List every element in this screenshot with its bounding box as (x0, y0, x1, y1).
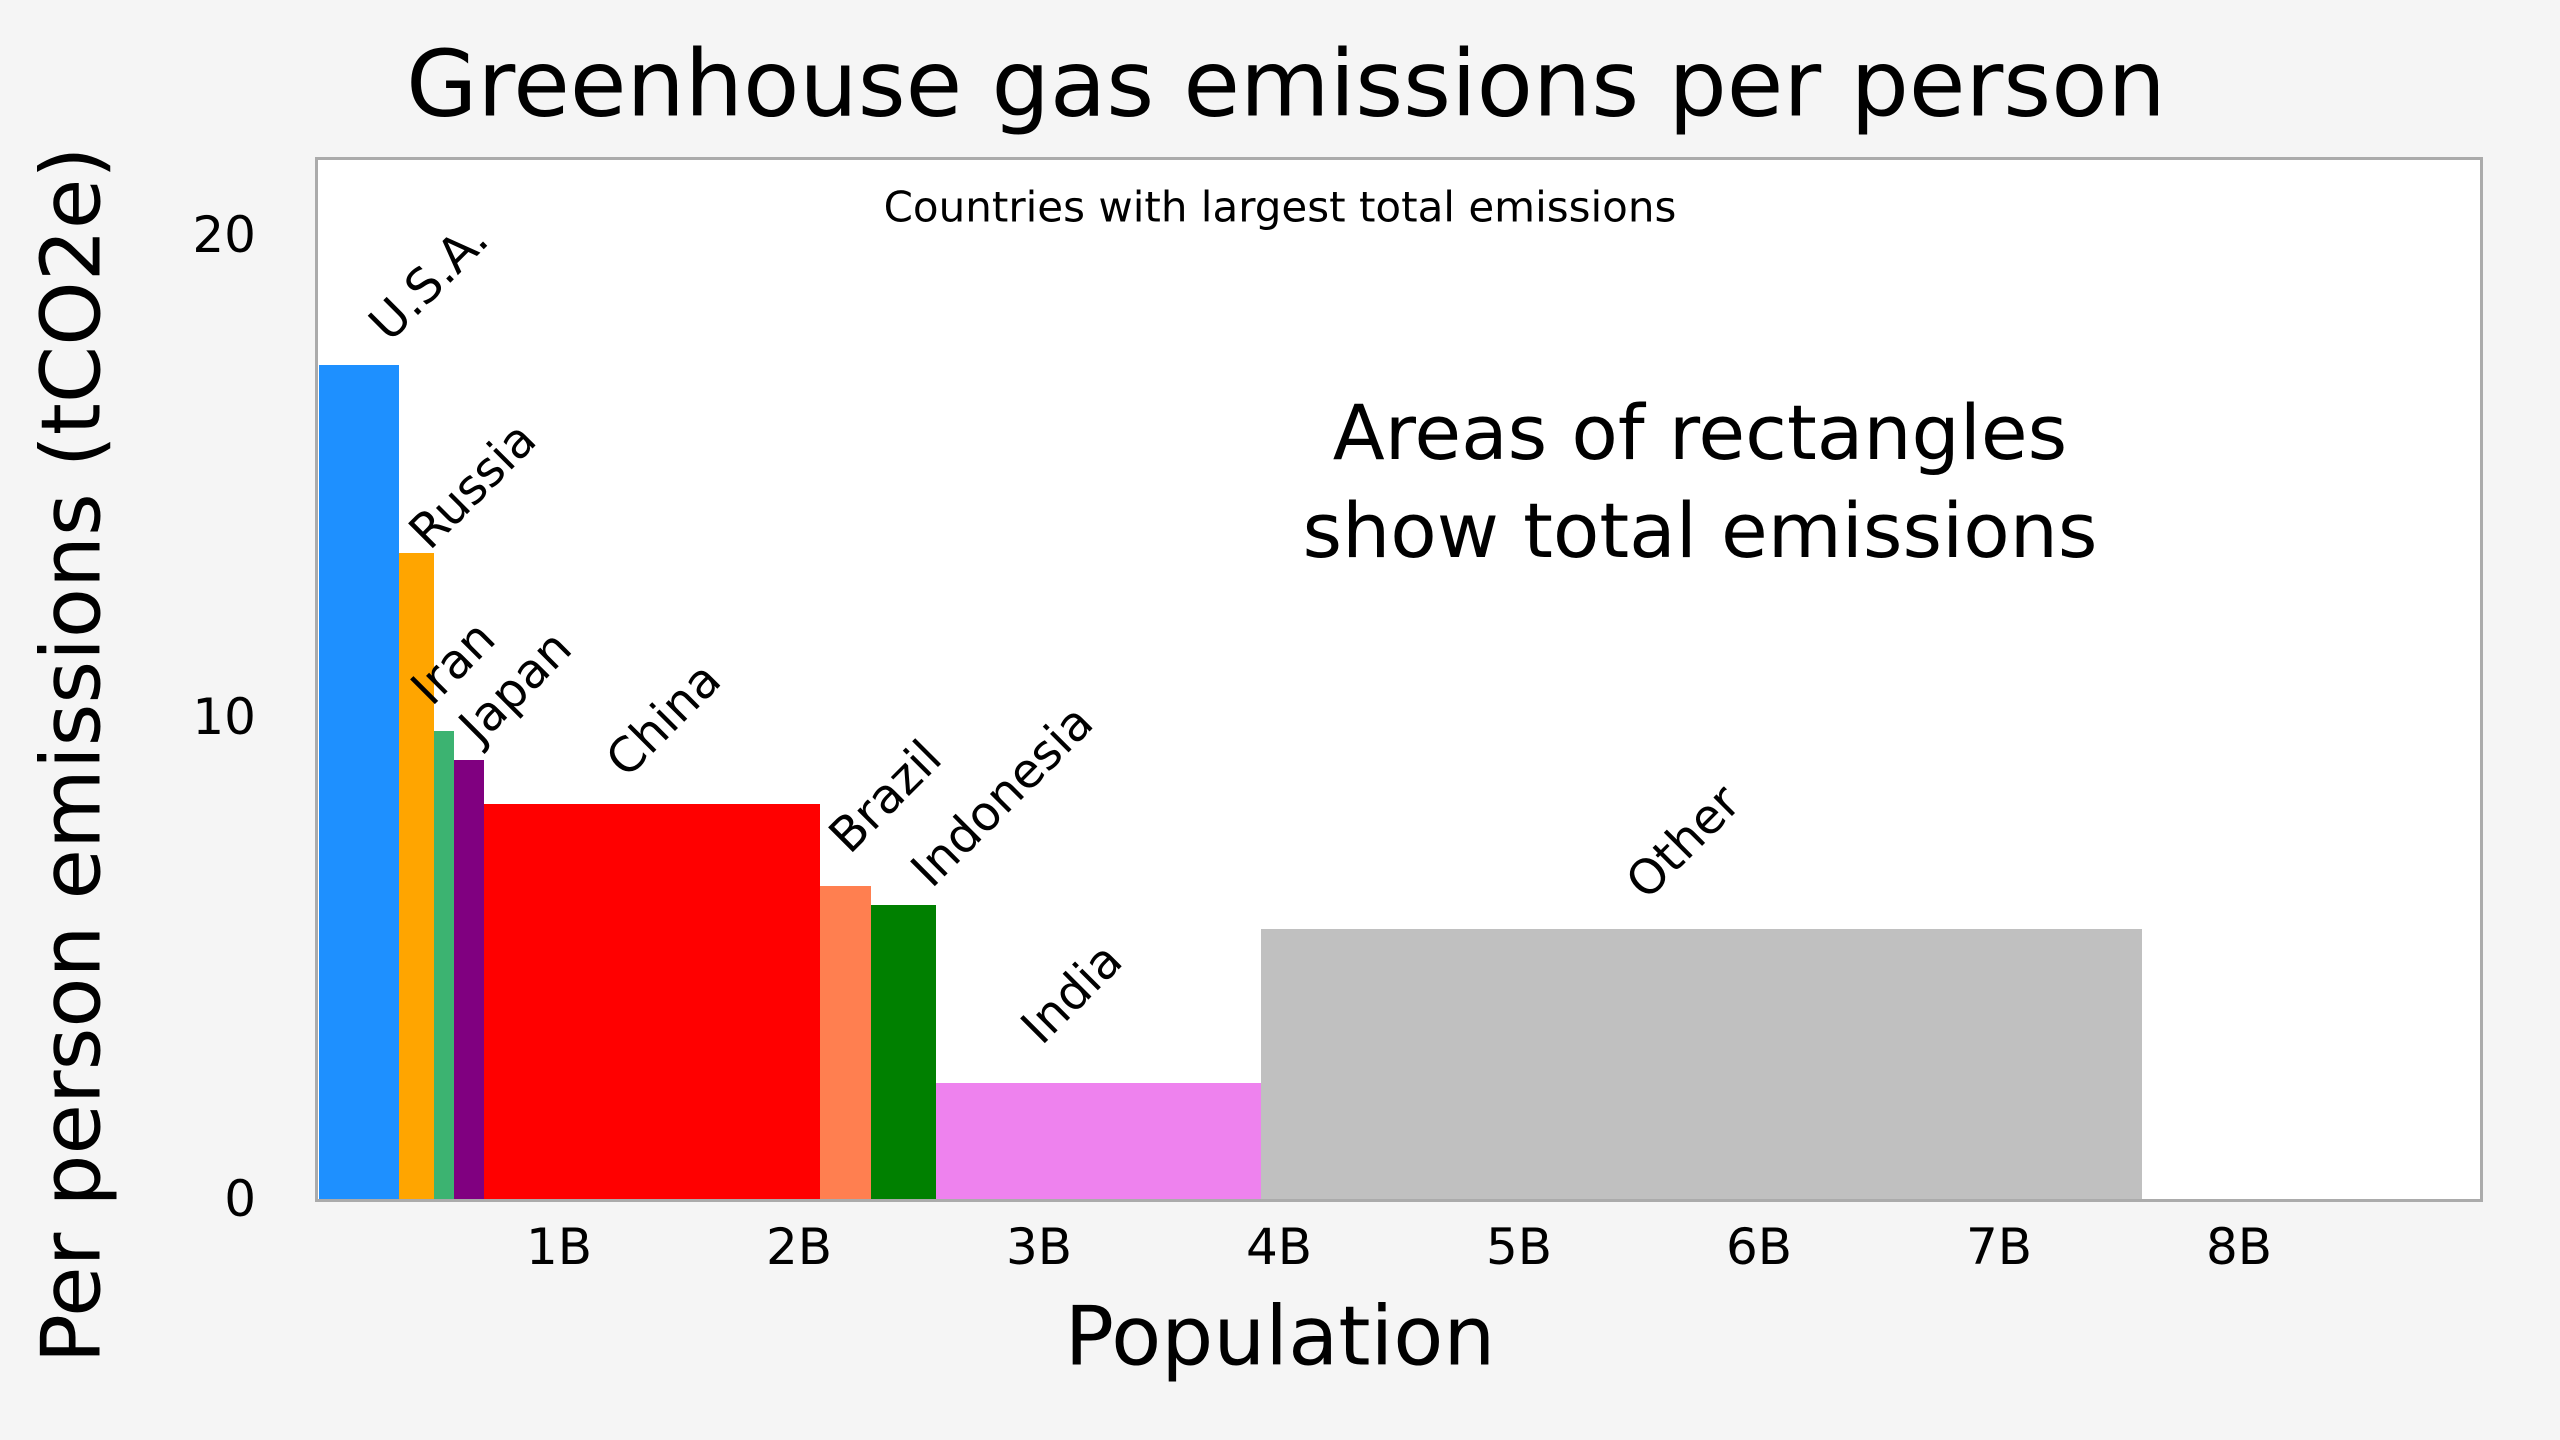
bar-china (484, 803, 821, 1199)
x-tick-label-7b: 7B (1965, 1218, 2033, 1276)
y-axis-label: Per person emissions (tCO2e) (24, 146, 120, 1364)
chart-title: Greenhouse gas emissions per person (406, 30, 2166, 138)
bar-other (1260, 929, 2142, 1199)
x-tick-label-3b: 3B (1005, 1218, 1073, 1276)
x-tick-label-2b: 2B (765, 1218, 833, 1276)
bar-russia (398, 553, 434, 1199)
x-tick-label-4b: 4B (1245, 1218, 1313, 1276)
x-tick-label-1b: 1B (525, 1218, 593, 1276)
bar-u-s-a (319, 365, 399, 1199)
bar-japan (453, 760, 485, 1199)
annotation-line-1: Areas of rectangles (1332, 388, 2068, 477)
y-tick-label-20: 20 (192, 206, 256, 264)
x-axis-label: Population (1064, 1289, 1496, 1385)
annotation: Areas of rectangles show total emissions (1303, 384, 2098, 580)
x-tick-label-6b: 6B (1725, 1218, 1793, 1276)
y-tick-label-10: 10 (192, 688, 256, 746)
chart-subtitle: Countries with largest total emissions (883, 182, 1677, 232)
bar-brazil (820, 885, 872, 1199)
bar-iran (433, 731, 454, 1199)
bar-indonesia (871, 904, 937, 1199)
y-tick-label-0: 0 (224, 1170, 256, 1228)
annotation-line-2: show total emissions (1302, 486, 2098, 575)
x-tick-label-8b: 8B (2205, 1218, 2273, 1276)
bar-india (936, 1083, 1261, 1199)
x-tick-label-5b: 5B (1485, 1218, 1553, 1276)
